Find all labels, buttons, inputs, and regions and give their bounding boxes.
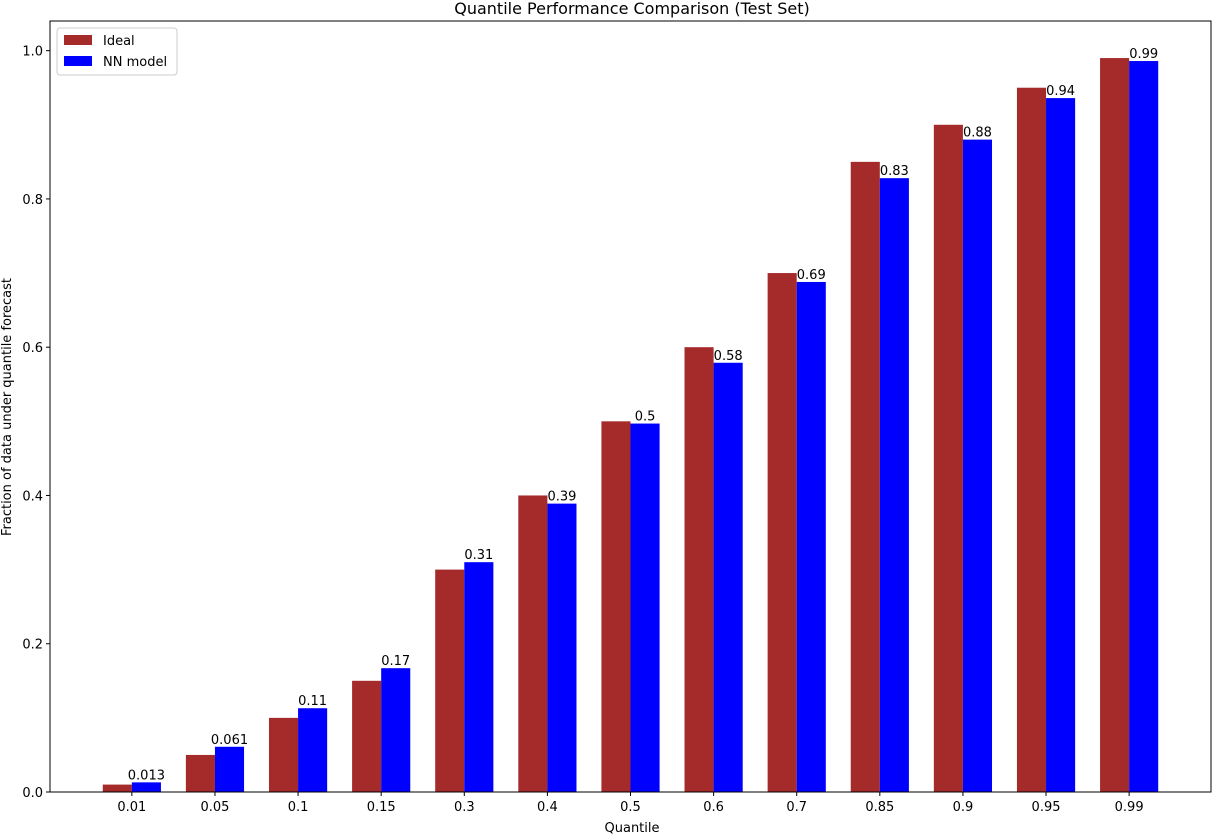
x-tick-label: 0.01 <box>117 800 146 815</box>
bar-ideal <box>352 680 382 792</box>
y-tick-label: 0.4 <box>22 489 43 504</box>
data-label: 0.99 <box>1129 47 1158 62</box>
data-label: 0.31 <box>464 548 493 563</box>
bar-nn-model <box>131 782 161 792</box>
x-axis-label: Quantile <box>605 821 660 835</box>
bar-nn-model <box>214 746 245 792</box>
data-label: 0.013 <box>128 768 165 783</box>
bar-nn-model <box>796 281 826 792</box>
bar-ideal <box>601 421 631 792</box>
x-tick-label: 0.3 <box>454 800 475 815</box>
x-tick-label: 0.6 <box>703 800 724 815</box>
x-tick-label: 0.85 <box>865 800 894 815</box>
data-label: 0.11 <box>298 694 327 709</box>
bar-nn-model <box>1046 98 1076 793</box>
data-label: 0.69 <box>797 268 826 283</box>
bar-nn-model <box>1129 61 1159 792</box>
legend-swatch-nn-model <box>64 56 92 66</box>
axes-frame <box>49 20 1212 793</box>
bar-ideal <box>933 124 963 793</box>
y-tick-label: 1.0 <box>22 45 43 60</box>
bar-nn-model <box>547 503 577 792</box>
x-tick-label: 0.9 <box>953 800 974 815</box>
bar-nn-model <box>879 178 909 792</box>
x-tick-label: 0.95 <box>1032 800 1061 815</box>
data-label: 0.39 <box>547 490 576 505</box>
chart-title: Quantile Performance Comparison (Test Se… <box>454 0 809 18</box>
legend-label-nn-model: NN model <box>103 55 167 70</box>
y-axis-label: Fraction of data under quantile forecast <box>0 278 15 536</box>
x-tick-label: 0.15 <box>367 800 396 815</box>
x-tick-label: 0.1 <box>288 800 309 815</box>
data-label: 0.061 <box>211 733 248 748</box>
x-tick-label: 0.05 <box>200 800 229 815</box>
y-tick-label: 0.8 <box>22 193 43 208</box>
bar-nn-model <box>630 423 660 792</box>
bar-ideal <box>185 754 215 792</box>
data-label: 0.17 <box>381 654 410 669</box>
data-label: 0.94 <box>1046 84 1075 99</box>
legend-swatch-ideal <box>64 35 92 45</box>
bar-nn-model <box>962 139 993 793</box>
bar-ideal <box>684 347 714 792</box>
y-tick-label: 0.6 <box>22 341 43 356</box>
y-tick-label: 0.0 <box>22 786 43 801</box>
x-tick-label: 0.4 <box>537 800 558 815</box>
legend: Ideal NN model <box>56 27 178 76</box>
data-label: 0.5 <box>635 410 656 425</box>
data-label: 0.83 <box>880 164 909 179</box>
bar-nn-model <box>298 708 328 792</box>
bar-ideal <box>850 161 880 792</box>
bar-ideal <box>767 273 797 792</box>
legend-label-ideal: Ideal <box>103 34 135 49</box>
x-tick-label: 0.5 <box>620 800 641 815</box>
bar-nn-model <box>381 668 411 792</box>
bar-ideal <box>435 569 465 792</box>
x-tick-label: 0.99 <box>1115 800 1144 815</box>
bar-ideal <box>268 717 299 792</box>
bar-nn-model <box>713 362 743 792</box>
y-tick-label: 0.2 <box>22 638 43 653</box>
data-label: 0.58 <box>714 349 743 364</box>
bar-ideal <box>1016 87 1047 793</box>
data-label: 0.88 <box>963 126 992 141</box>
bar-ideal <box>518 495 548 792</box>
bar-nn-model <box>464 562 494 792</box>
bar-ideal <box>102 784 132 792</box>
x-tick-label: 0.7 <box>786 800 807 815</box>
bar-ideal <box>1100 58 1130 792</box>
